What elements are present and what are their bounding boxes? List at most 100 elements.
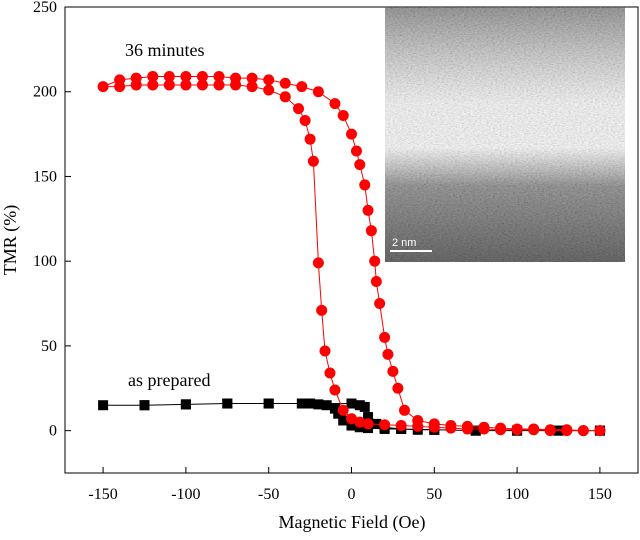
circle-marker xyxy=(478,421,490,433)
square-marker xyxy=(263,398,274,409)
circle-marker xyxy=(528,423,540,435)
circle-marker xyxy=(369,255,381,267)
circle-marker xyxy=(329,98,341,110)
circle-marker xyxy=(337,109,349,121)
circle-marker xyxy=(296,81,308,93)
circle-marker xyxy=(147,70,159,82)
circle-marker xyxy=(163,70,175,82)
circle-marker xyxy=(544,424,556,436)
circle-marker xyxy=(350,145,362,157)
x-tick-label: 150 xyxy=(588,486,612,503)
y-tick-label: 200 xyxy=(33,84,57,101)
circle-marker xyxy=(379,331,391,343)
circle-marker xyxy=(324,367,336,379)
circle-marker xyxy=(398,404,410,416)
axes-frame xyxy=(64,6,639,474)
circle-marker xyxy=(337,404,349,416)
square-marker xyxy=(98,400,109,411)
circle-marker xyxy=(312,257,324,269)
square-marker xyxy=(313,399,324,410)
circle-marker xyxy=(307,155,319,167)
circle-marker xyxy=(346,413,357,425)
x-tick-label: -100 xyxy=(171,486,200,503)
circle-marker xyxy=(594,425,606,437)
inset-image: 2 nm xyxy=(385,7,625,262)
circle-marker xyxy=(362,204,374,216)
x-tick-label: -150 xyxy=(88,486,117,503)
circle-marker xyxy=(445,420,457,432)
circle-marker xyxy=(299,115,311,127)
circle-marker xyxy=(279,91,291,103)
y-tick-label: 50 xyxy=(41,338,57,355)
circle-marker xyxy=(461,420,473,432)
circle-marker xyxy=(304,133,316,145)
circle-marker xyxy=(346,128,357,140)
circle-marker xyxy=(428,418,440,430)
circle-marker xyxy=(97,81,109,93)
circle-marker xyxy=(354,159,366,171)
circle-marker xyxy=(329,384,341,396)
circle-marker xyxy=(263,84,275,96)
circle-marker xyxy=(395,420,407,432)
circle-marker xyxy=(495,422,507,434)
circle-marker xyxy=(316,304,328,316)
circle-marker xyxy=(379,419,391,431)
x-tick-label: 100 xyxy=(505,486,529,503)
square-marker xyxy=(346,398,357,409)
circle-marker xyxy=(392,382,404,394)
y-tick-label: 250 xyxy=(33,0,57,16)
circle-marker xyxy=(114,74,126,86)
square-marker xyxy=(139,400,150,411)
square-marker xyxy=(338,415,349,426)
circle-marker xyxy=(312,86,324,98)
series-label: as prepared xyxy=(128,370,210,390)
square-marker xyxy=(333,408,344,419)
scale-label: 2 nm xyxy=(392,237,416,249)
y-axis-label: TMR (%) xyxy=(0,205,21,276)
square-marker xyxy=(222,398,233,409)
circle-marker xyxy=(147,79,159,91)
square-marker xyxy=(180,399,191,410)
square-marker xyxy=(329,403,340,414)
circle-marker xyxy=(370,276,382,288)
x-axis-label: Magnetic Field (Oe) xyxy=(279,512,426,533)
circle-marker xyxy=(511,423,523,435)
circle-marker xyxy=(561,424,573,436)
circle-marker xyxy=(387,365,399,377)
circle-marker xyxy=(163,79,175,91)
tem-shading xyxy=(385,7,625,262)
square-marker xyxy=(321,400,332,411)
square-marker xyxy=(470,425,481,436)
square-marker xyxy=(305,398,316,409)
circle-marker xyxy=(319,345,331,357)
circle-marker xyxy=(293,103,305,115)
circle-marker xyxy=(180,79,192,91)
circle-marker xyxy=(180,70,192,82)
circle-marker xyxy=(354,416,366,428)
x-tick-label: 50 xyxy=(426,486,442,503)
y-tick-label: 0 xyxy=(49,423,57,440)
circle-marker xyxy=(246,81,258,93)
circle-marker xyxy=(382,348,394,360)
circle-marker xyxy=(213,70,225,82)
circle-marker xyxy=(246,72,258,84)
square-marker xyxy=(346,420,357,431)
square-marker xyxy=(359,401,370,412)
square-marker xyxy=(296,398,307,409)
plot-area: -150 -100 -50 0 50 100 150 0 50 100 150 200 250 as pr… xyxy=(33,0,639,503)
circle-marker xyxy=(213,79,225,91)
x-tick-label: 0 xyxy=(348,486,356,503)
circle-marker xyxy=(263,74,275,86)
y-tick-label: 150 xyxy=(33,168,57,185)
y-tick-label: 100 xyxy=(33,253,57,270)
circle-marker xyxy=(230,72,242,84)
circle-marker xyxy=(359,179,371,191)
circle-marker xyxy=(279,77,291,89)
circle-marker xyxy=(374,298,386,310)
x-tick-label: -50 xyxy=(258,486,279,503)
circle-marker xyxy=(130,72,142,84)
circle-marker xyxy=(196,70,208,82)
circle-marker xyxy=(196,79,208,91)
